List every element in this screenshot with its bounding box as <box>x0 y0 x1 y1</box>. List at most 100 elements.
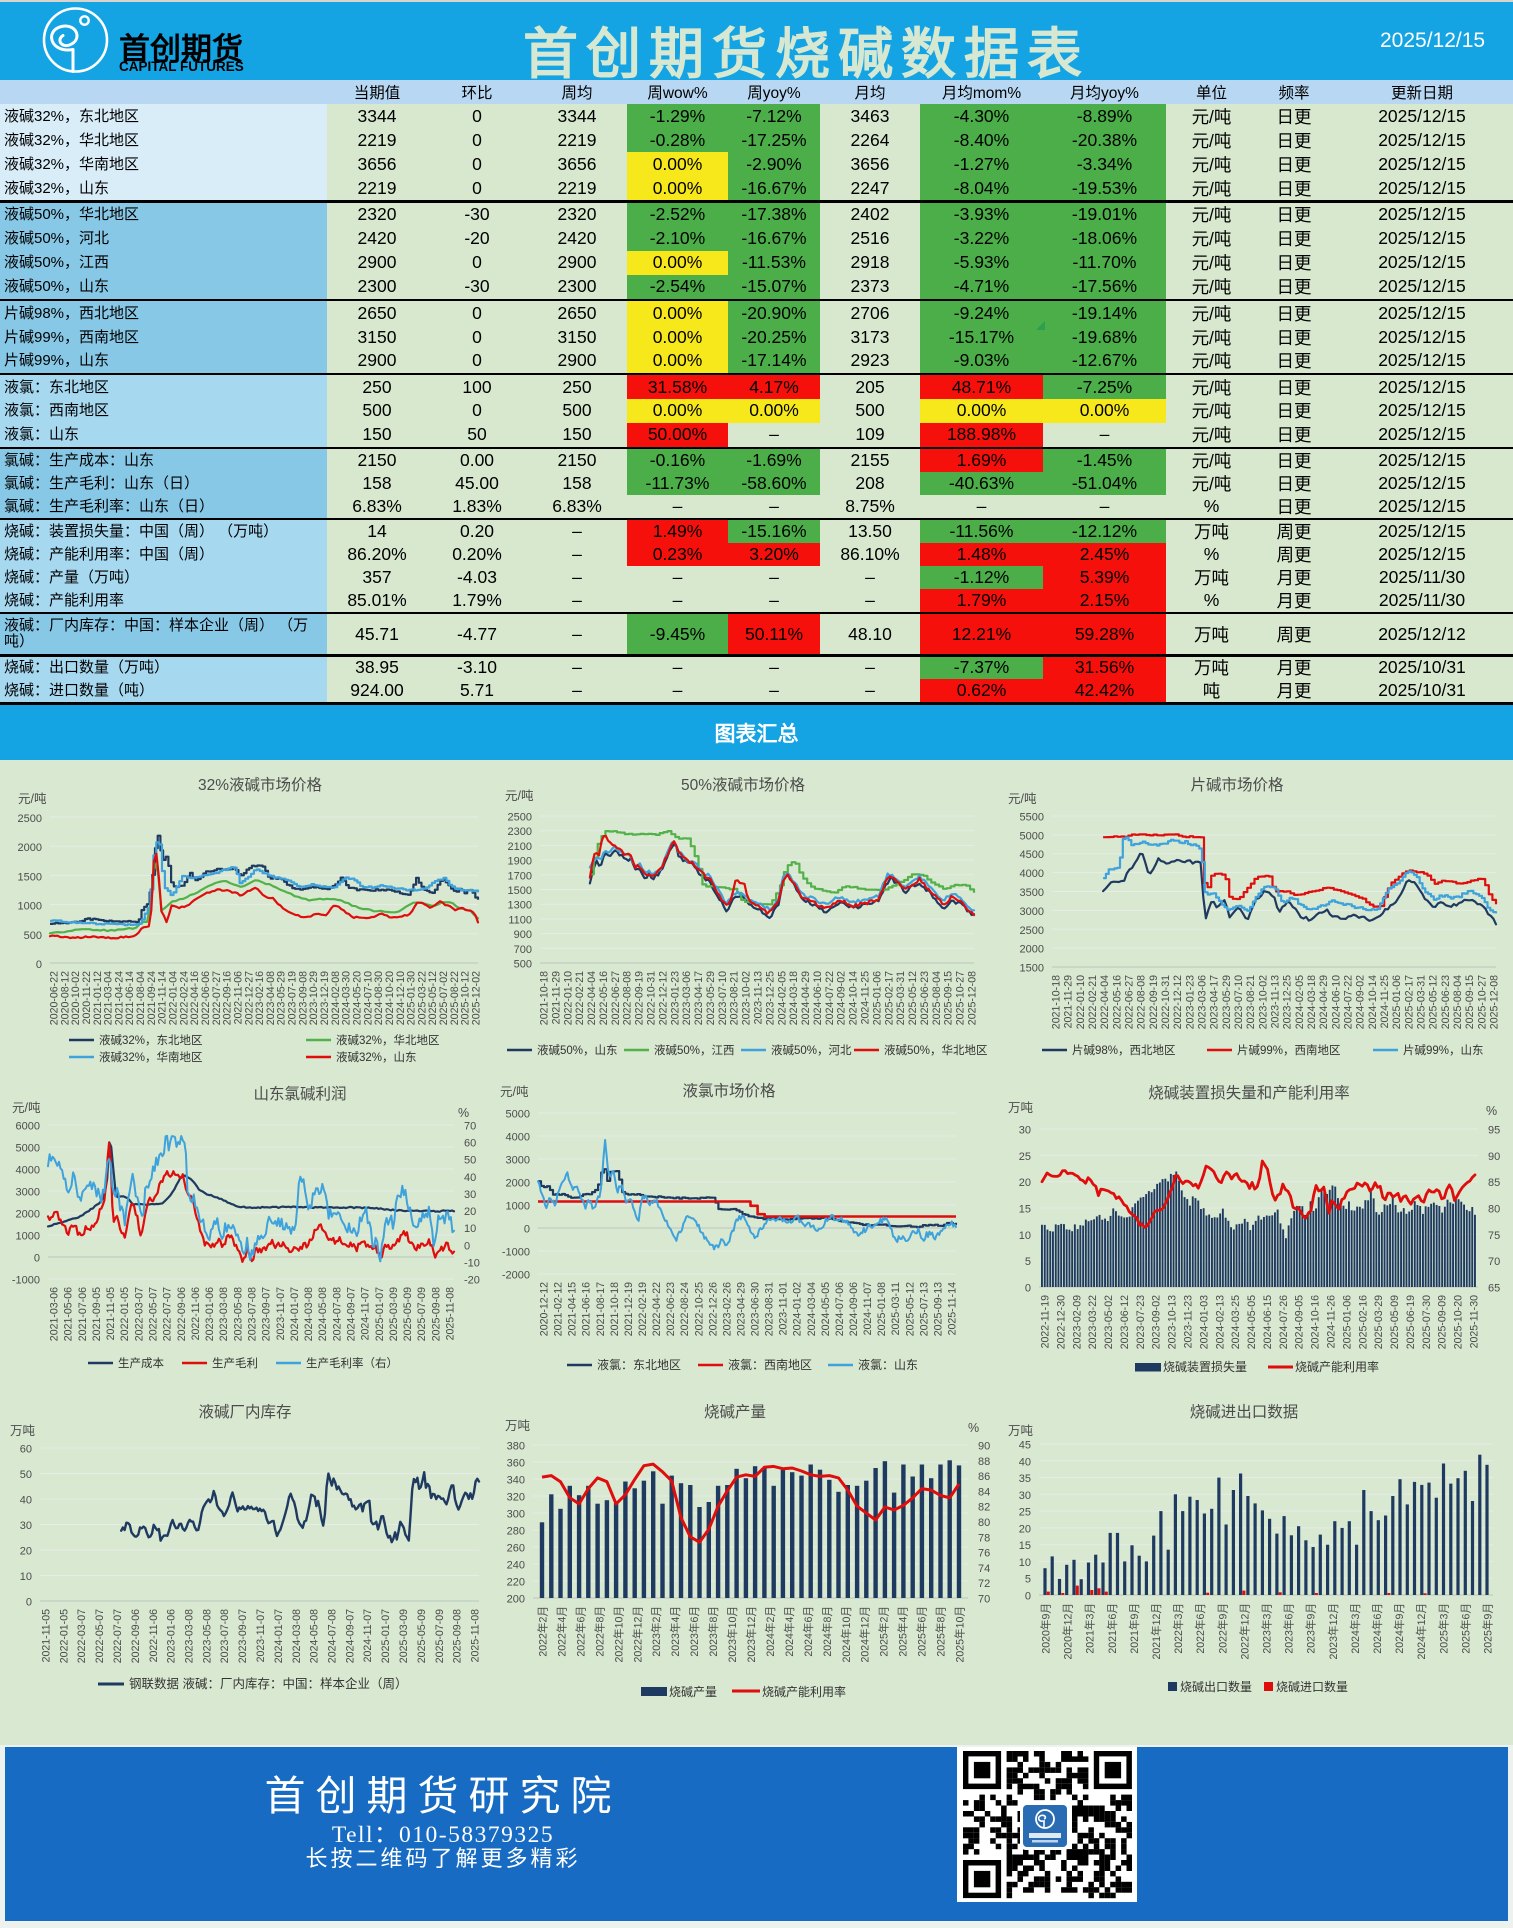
svg-text:2024-09-07: 2024-09-07 <box>344 1609 356 1663</box>
svg-text:2023-07-08: 2023-07-08 <box>219 1609 231 1663</box>
svg-text:2021-05-06: 2021-05-06 <box>63 1287 75 1341</box>
svg-text:2024-06-10: 2024-06-10 <box>812 971 824 1025</box>
svg-text:2022-08-08: 2022-08-08 <box>622 971 634 1025</box>
svg-text:2025-01-06: 2025-01-06 <box>1391 975 1403 1029</box>
svg-text:2023-11-07: 2023-11-07 <box>255 1609 267 1663</box>
svg-text:2023-06-30: 2023-06-30 <box>750 1282 762 1336</box>
svg-text:80: 80 <box>978 1517 990 1529</box>
svg-text:2024-12-10: 2024-12-10 <box>395 971 407 1025</box>
svg-text:2023-09-07: 2023-09-07 <box>237 1609 249 1663</box>
svg-text:2024-09-07: 2024-09-07 <box>346 1287 358 1341</box>
svg-text:2021-04-15: 2021-04-15 <box>567 1282 579 1336</box>
svg-text:2023-11-13: 2023-11-13 <box>753 971 765 1025</box>
svg-text:2025-03-22: 2025-03-22 <box>416 971 428 1025</box>
svg-text:2022-02-24: 2022-02-24 <box>178 971 190 1025</box>
svg-text:2023年6月: 2023年6月 <box>1283 1603 1296 1654</box>
svg-text:2022-02-21: 2022-02-21 <box>1087 975 1099 1029</box>
svg-text:2022-06-06: 2022-06-06 <box>200 971 212 1025</box>
svg-text:2023-09-08: 2023-09-08 <box>297 971 309 1025</box>
svg-text:10: 10 <box>20 1571 32 1583</box>
svg-text:片碱98%，西北地区: 片碱98%，西北地区 <box>1072 1044 1176 1057</box>
svg-text:2020-11-22: 2020-11-22 <box>81 971 93 1025</box>
svg-text:2025-11-08: 2025-11-08 <box>470 1609 482 1663</box>
svg-text:2020-10-02: 2020-10-02 <box>70 971 82 1025</box>
svg-text:2025-01-06: 2025-01-06 <box>1341 1295 1353 1349</box>
svg-text:2024-07-22: 2024-07-22 <box>824 971 836 1025</box>
svg-text:1500: 1500 <box>18 871 42 883</box>
svg-text:2021-07-06: 2021-07-06 <box>77 1287 89 1341</box>
svg-text:2023-11-23: 2023-11-23 <box>1183 1295 1195 1349</box>
svg-text:2024-07-08: 2024-07-08 <box>331 1287 343 1341</box>
svg-text:2025-12-02: 2025-12-02 <box>471 971 483 1025</box>
svg-text:340: 340 <box>507 1475 525 1487</box>
svg-text:2025-03-31: 2025-03-31 <box>895 971 907 1025</box>
svg-text:2023-02-26: 2023-02-26 <box>721 1282 733 1336</box>
svg-text:2025-10-12: 2025-10-12 <box>460 971 472 1025</box>
svg-text:72: 72 <box>978 1578 990 1590</box>
svg-text:2024-06-10: 2024-06-10 <box>1330 975 1342 1029</box>
svg-text:2025-05-12: 2025-05-12 <box>427 971 439 1025</box>
svg-text:70: 70 <box>1488 1256 1500 1268</box>
svg-text:2024-02-08: 2024-02-08 <box>330 971 342 1025</box>
svg-text:2021-10-18: 2021-10-18 <box>539 971 551 1025</box>
svg-text:2020年9月: 2020年9月 <box>1040 1603 1053 1654</box>
svg-text:30: 30 <box>1019 1490 1031 1502</box>
svg-text:元/吨: 元/吨 <box>12 1101 41 1115</box>
svg-text:5: 5 <box>1025 1256 1031 1268</box>
svg-text:200: 200 <box>507 1594 525 1606</box>
svg-text:20: 20 <box>1019 1177 1031 1189</box>
svg-text:2021-11-05: 2021-11-05 <box>105 1287 117 1341</box>
svg-text:40: 40 <box>20 1495 32 1507</box>
svg-text:2025-01-06: 2025-01-06 <box>871 971 883 1025</box>
svg-text:0: 0 <box>1025 1283 1031 1295</box>
svg-text:78: 78 <box>978 1532 990 1544</box>
svg-text:2025-03-09: 2025-03-09 <box>398 1609 410 1663</box>
svg-text:2021-10-18: 2021-10-18 <box>609 1282 621 1336</box>
svg-text:82: 82 <box>978 1502 990 1514</box>
svg-text:260: 260 <box>507 1543 525 1555</box>
svg-text:40: 40 <box>1019 1456 1031 1468</box>
svg-text:2023-04-29: 2023-04-29 <box>736 1282 748 1336</box>
svg-text:2022-01-10: 2022-01-10 <box>562 971 574 1025</box>
svg-text:2025年6月: 2025年6月 <box>916 1606 929 1657</box>
svg-text:2023-05-08: 2023-05-08 <box>201 1609 213 1663</box>
svg-text:液碱厂内库存: 液碱厂内库存 <box>198 1403 291 1421</box>
svg-text:2025-12-08: 2025-12-08 <box>967 971 979 1025</box>
svg-text:2023-10-02: 2023-10-02 <box>1257 975 1269 1029</box>
svg-text:2025-03-09: 2025-03-09 <box>388 1287 400 1341</box>
svg-text:2025-01-08: 2025-01-08 <box>876 1282 888 1336</box>
svg-text:烧碱产量: 烧碱产量 <box>704 1403 766 1421</box>
svg-text:2023-03-08: 2023-03-08 <box>218 1287 230 1341</box>
svg-text:2022-04-22: 2022-04-22 <box>651 1282 663 1336</box>
svg-text:2024-07-08: 2024-07-08 <box>327 1609 339 1663</box>
svg-text:液氯：山东: 液氯：山东 <box>858 1357 918 1372</box>
svg-text:2024-10-20: 2024-10-20 <box>384 971 396 1025</box>
svg-text:2021-09-05: 2021-09-05 <box>91 1287 103 1341</box>
svg-text:2022-09-06: 2022-09-06 <box>176 1287 188 1341</box>
svg-text:烧碱产能利用率: 烧碱产能利用率 <box>1295 1359 1379 1374</box>
svg-text:2022-11-19: 2022-11-19 <box>1040 1295 1052 1349</box>
svg-text:2022-06-27: 2022-06-27 <box>1124 975 1136 1029</box>
svg-text:2025-06-23: 2025-06-23 <box>919 971 931 1025</box>
svg-text:2000: 2000 <box>506 1178 530 1190</box>
svg-text:-10: -10 <box>464 1257 480 1269</box>
svg-text:280: 280 <box>507 1526 525 1538</box>
svg-text:2021-08-04: 2021-08-04 <box>135 971 147 1025</box>
svg-text:2025年2月: 2025年2月 <box>878 1606 891 1657</box>
svg-text:2025-07-13: 2025-07-13 <box>918 1282 930 1336</box>
svg-text:3500: 3500 <box>1020 887 1044 899</box>
svg-text:液碱32%，东北地区: 液碱32%，东北地区 <box>99 1033 203 1047</box>
svg-text:2024-09-05: 2024-09-05 <box>1294 1295 1306 1349</box>
svg-text:30: 30 <box>464 1189 476 1201</box>
svg-text:15: 15 <box>1019 1540 1031 1552</box>
svg-text:2025-07-30: 2025-07-30 <box>1421 1295 1433 1349</box>
svg-text:900: 900 <box>514 929 532 941</box>
svg-text:35: 35 <box>1019 1473 1031 1485</box>
svg-text:2025-09-15: 2025-09-15 <box>1464 975 1476 1029</box>
svg-text:2024年12月: 2024年12月 <box>859 1606 872 1663</box>
svg-text:2022-08-24: 2022-08-24 <box>679 1282 691 1336</box>
svg-text:2023-09-02: 2023-09-02 <box>1151 1295 1163 1349</box>
svg-text:2022-07-07: 2022-07-07 <box>112 1609 124 1663</box>
svg-text:2022年6月: 2022年6月 <box>1194 1603 1207 1654</box>
svg-text:2022年12月: 2022年12月 <box>631 1606 644 1663</box>
